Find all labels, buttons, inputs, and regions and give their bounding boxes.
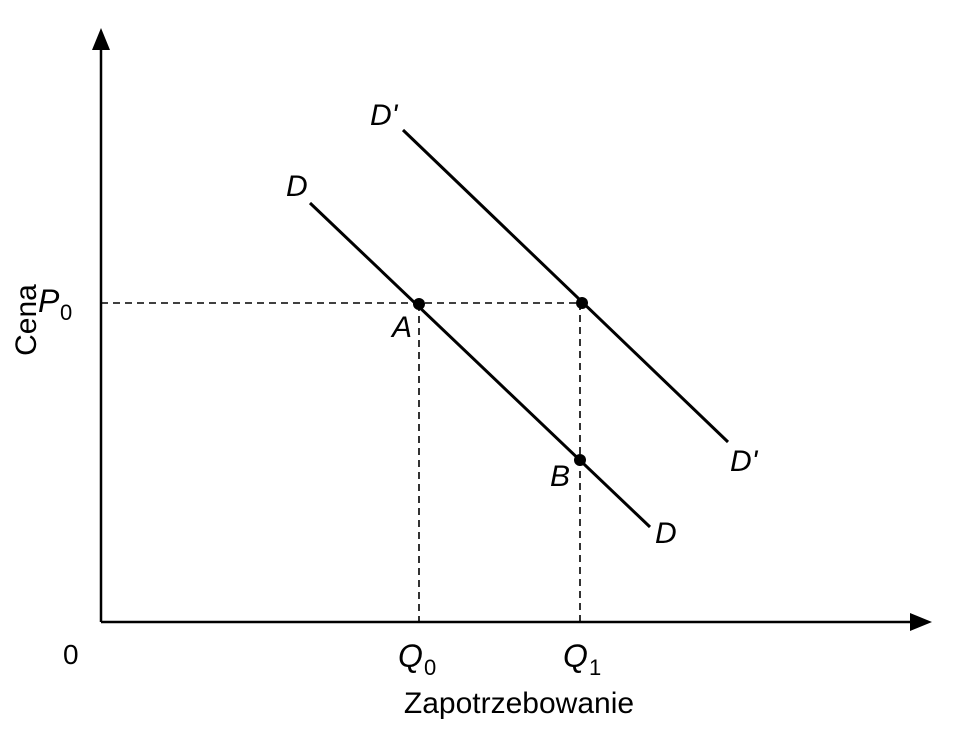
point-b [574, 454, 586, 466]
point-a [413, 298, 425, 310]
svg-text:0: 0 [424, 655, 436, 680]
svg-text:0: 0 [60, 300, 72, 325]
demand-curve-d [308, 201, 652, 529]
x-axis-arrow-icon [910, 613, 932, 631]
svg-text:Q: Q [563, 638, 588, 674]
demand-curve-d-prime [401, 128, 730, 444]
d-prime-label-start: D' [370, 99, 399, 132]
y-axis-label: Cena [10, 284, 43, 356]
point-b-label: B [550, 460, 570, 493]
quantity-q0-label: Q 0 [398, 638, 436, 680]
d-label-end: D [655, 517, 677, 550]
x-axis-label: Zapotrzebowanie [404, 687, 634, 720]
d-prime-label-end: D' [730, 445, 759, 478]
origin-label: 0 [63, 639, 79, 670]
point-a-label: A [390, 311, 412, 344]
svg-text:Q: Q [398, 638, 423, 674]
svg-text:1: 1 [589, 655, 601, 680]
quantity-q1-label: Q 1 [563, 638, 601, 680]
price-p0-label: P 0 [38, 283, 72, 325]
svg-text:P: P [38, 283, 60, 319]
d-label-start: D [286, 170, 308, 203]
y-axis-arrow-icon [92, 28, 110, 50]
point-shifted [576, 297, 588, 309]
